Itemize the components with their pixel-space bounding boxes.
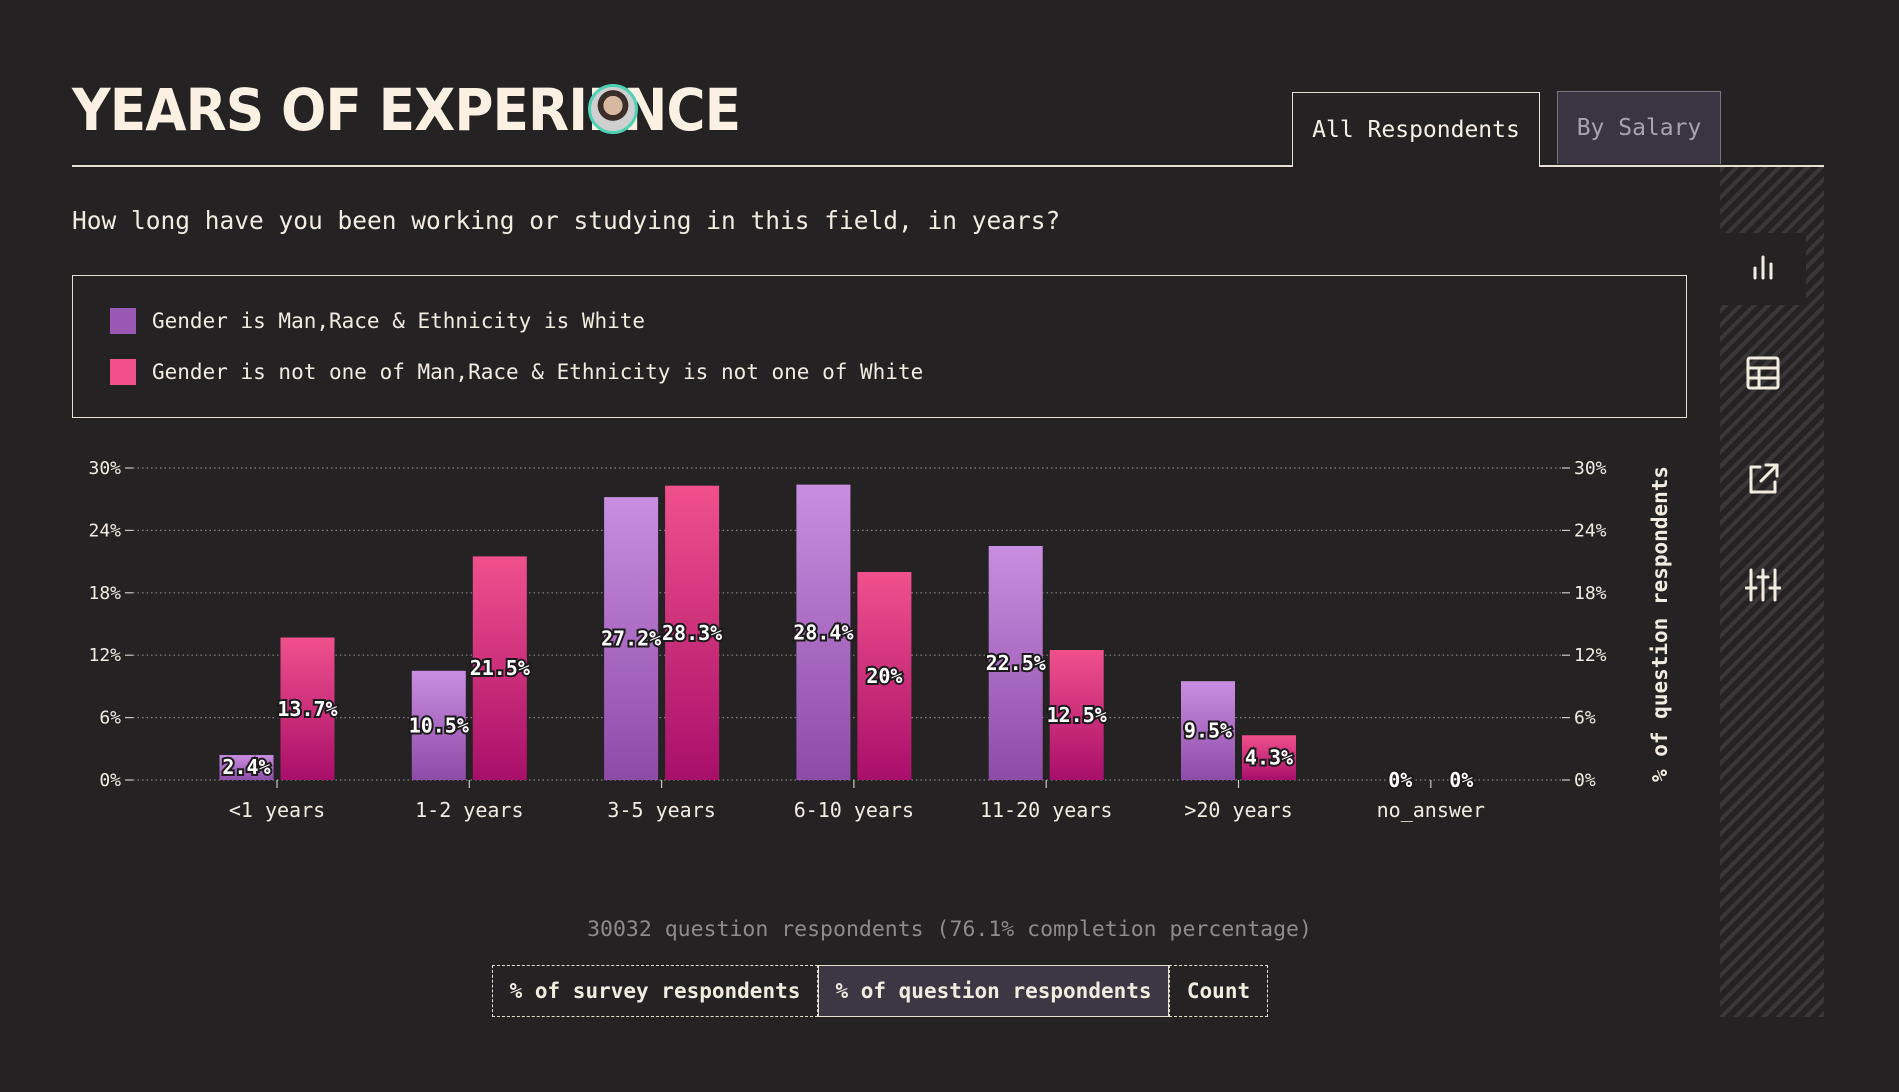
data-label: 13.7%: [277, 697, 337, 721]
x-tick-label: >20 years: [1184, 798, 1292, 822]
bar: [1049, 650, 1104, 780]
data-label: 0%: [1449, 768, 1473, 792]
bar: [665, 485, 720, 780]
header-divider: [72, 165, 1824, 167]
bar: [988, 546, 1043, 780]
y-tick-label-left: 18%: [88, 583, 121, 604]
bar: [1242, 735, 1296, 780]
chart-view-button[interactable]: [1720, 233, 1806, 305]
y-tick-label-right: 6%: [1574, 708, 1596, 729]
y-tick-label-right: 0%: [1574, 770, 1596, 791]
respondents-note: 30032 question respondents (76.1% comple…: [587, 917, 1312, 942]
legend-item[interactable]: Gender is Man,Race & Ethnicity is White: [110, 308, 645, 334]
legend-label: Gender is not one of Man,Race & Ethnicit…: [152, 360, 924, 384]
header: YEARS OF EXPERIENCE: [72, 70, 1899, 166]
side-toolbar: [1720, 167, 1824, 1017]
legend-swatch: [110, 359, 136, 385]
table-icon: [1746, 356, 1780, 394]
legend-swatch: [110, 308, 136, 334]
bar: [472, 556, 527, 780]
y-tick-label-right: 30%: [1574, 458, 1607, 479]
x-tick-label: <1 years: [229, 798, 325, 822]
bar: [604, 497, 659, 780]
legend-item[interactable]: Gender is not one of Man,Race & Ethnicit…: [110, 359, 923, 385]
y-tick-label-left: 24%: [88, 520, 121, 541]
bar: [857, 572, 912, 780]
bar: [280, 637, 335, 780]
bar: [219, 755, 274, 780]
data-label: 9.5%: [1184, 719, 1232, 743]
y-tick-label-right: 12%: [1574, 645, 1607, 666]
y-tick-label-left: 0%: [99, 770, 121, 791]
question-text: How long have you been working or studyi…: [72, 206, 1061, 235]
data-label: 28.3%: [662, 621, 722, 645]
avatar: [588, 84, 638, 134]
tab-all-respondents[interactable]: All Respondents: [1292, 92, 1540, 167]
data-label: 0%: [1388, 768, 1412, 792]
bar: [411, 670, 466, 780]
bar-chart-icon: [1748, 252, 1778, 286]
legend-label: Gender is Man,Race & Ethnicity is White: [152, 309, 646, 333]
y-tick-label-right: 24%: [1574, 520, 1607, 541]
data-label: 28.4%: [793, 620, 853, 644]
x-tick-label: no_answer: [1377, 798, 1485, 822]
x-tick-label: 1-2 years: [415, 798, 523, 822]
bar: [1181, 681, 1235, 780]
data-label: 4.3%: [1245, 746, 1293, 770]
table-view-button[interactable]: [1720, 339, 1806, 411]
y-tick-label-right: 18%: [1574, 583, 1607, 604]
x-tick-label: 6-10 years: [794, 798, 914, 822]
data-label: 27.2%: [601, 627, 661, 651]
mode-survey-respondents-button[interactable]: % of survey respondents: [492, 965, 818, 1017]
data-label: 20%: [866, 664, 902, 688]
tab-by-salary[interactable]: By Salary: [1557, 91, 1721, 164]
y-tick-label-left: 12%: [88, 645, 121, 666]
data-label: 22.5%: [986, 651, 1046, 675]
filters-button[interactable]: [1720, 551, 1806, 623]
share-button[interactable]: [1720, 445, 1806, 517]
sliders-icon: [1744, 568, 1782, 606]
share-icon: [1746, 462, 1780, 500]
mode-question-respondents-button[interactable]: % of question respondents: [818, 965, 1169, 1017]
value-mode-selector: % of survey respondents % of question re…: [492, 965, 1268, 1017]
y-axis-title: % of question respondents: [1648, 466, 1672, 782]
page-title: YEARS OF EXPERIENCE: [72, 76, 741, 144]
data-label: 12.5%: [1047, 703, 1107, 727]
y-tick-label-left: 30%: [88, 458, 121, 479]
mode-count-button[interactable]: Count: [1169, 965, 1268, 1017]
data-label: 21.5%: [470, 656, 530, 680]
x-tick-label: 3-5 years: [607, 798, 715, 822]
data-label: 2.4%: [222, 755, 270, 779]
bar-chart: 0% 0% 6% 6% 12% 12% 18% 18% 24% 24% 30% 30% % of que…: [88, 458, 1672, 822]
y-tick-label-left: 6%: [99, 708, 121, 729]
x-tick-label: 11-20 years: [980, 798, 1112, 822]
legend: Gender is Man,Race & Ethnicity is White …: [72, 275, 1687, 418]
bar: [796, 484, 851, 780]
data-label: 10.5%: [409, 713, 469, 737]
